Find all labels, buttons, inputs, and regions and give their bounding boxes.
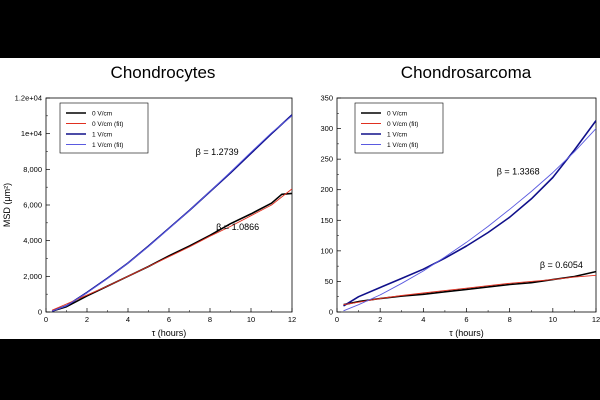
legend-label: 0 V/cm (fit) — [387, 121, 418, 128]
x-tick-label: 2 — [378, 315, 382, 324]
chart-title: Chondrosarcoma — [401, 63, 532, 82]
x-axis-label: τ (hours) — [152, 328, 187, 338]
y-tick-label: 250 — [320, 155, 333, 164]
legend-label: 1 V/cm (fit) — [92, 142, 123, 149]
y-tick-label: 1e+04 — [21, 129, 42, 138]
legend-label: 0 V/cm (fit) — [92, 121, 123, 128]
x-tick-label: 0 — [335, 315, 339, 324]
chart-title: Chondrocytes — [111, 63, 216, 82]
legend-label: 0 V/cm — [387, 110, 407, 117]
series-line-0-v-cm — [51, 192, 292, 312]
y-tick-label: 1.2e+04 — [15, 94, 42, 103]
x-tick-label: 10 — [549, 315, 557, 324]
series-line-0-v-cm-fit — [343, 274, 596, 306]
y-tick-label: 2,000 — [23, 272, 42, 281]
legend-label: 1 V/cm — [387, 131, 407, 138]
x-tick-label: 8 — [208, 315, 212, 324]
x-tick-label: 4 — [126, 315, 130, 324]
chart-2: Chondrosarcoma 0 2 4 6 8 10 12 0 50 100 150 200 250 30… — [320, 63, 600, 338]
x-tick-label: 6 — [167, 315, 171, 324]
x-tick-label: 8 — [508, 315, 512, 324]
y-tick-label: 50 — [325, 277, 333, 286]
legend: 0 V/cm 0 V/cm (fit) 1 V/cm 1 V/cm (fit) — [59, 102, 149, 154]
figure-panel: Chondrocytes 0 2 4 6 8 10 12 0 2,000 4,000 6,000 8,0… — [0, 58, 600, 339]
x-tick-label: 12 — [288, 315, 296, 324]
beta-annotation: β = 1.3368 — [497, 166, 540, 176]
y-tick-label: 0 — [38, 308, 42, 317]
series-line-1-v-cm-fit — [51, 115, 292, 312]
y-tick-label: 6,000 — [23, 201, 42, 210]
legend-label: 1 V/cm — [92, 131, 112, 138]
x-tick-label: 12 — [592, 315, 600, 324]
y-tick-label: 0 — [329, 308, 333, 317]
beta-annotation: β = 1.0866 — [216, 222, 259, 232]
y-tick-label: 200 — [320, 185, 333, 194]
x-tick-label: 10 — [247, 315, 255, 324]
y-tick-label: 100 — [320, 246, 333, 255]
y-tick-label: 300 — [320, 124, 333, 133]
chart-svg: Chondrocytes 0 2 4 6 8 10 12 0 2,000 4,000 6,000 8,0… — [2, 63, 600, 338]
x-tick-label: 4 — [421, 315, 425, 324]
series-line-1-v-cm-fit — [343, 128, 596, 312]
x-axis-label: τ (hours) — [449, 328, 484, 338]
x-tick-label: 2 — [85, 315, 89, 324]
y-tick-label: 150 — [320, 216, 333, 225]
y-tick-label: 4,000 — [23, 236, 42, 245]
y-tick-label: 350 — [320, 94, 333, 103]
beta-annotation: β = 0.6054 — [540, 260, 583, 270]
series-line-0-v-cm-fit — [51, 188, 292, 311]
y-tick-label: 8,000 — [23, 165, 42, 174]
legend: 0 V/cm 0 V/cm (fit) 1 V/cm 1 V/cm (fit) — [354, 102, 444, 154]
x-tick-label: 0 — [44, 315, 48, 324]
x-tick-label: 6 — [464, 315, 468, 324]
legend-label: 0 V/cm — [92, 110, 112, 117]
legend-label: 1 V/cm (fit) — [387, 142, 418, 149]
beta-annotation: β = 1.2739 — [196, 147, 239, 157]
series-line-1-v-cm — [343, 120, 596, 307]
y-axis-label: MSD (μm²) — [2, 183, 12, 227]
chart-1: Chondrocytes 0 2 4 6 8 10 12 0 2,000 4,000 6,000 8,0… — [2, 63, 296, 338]
